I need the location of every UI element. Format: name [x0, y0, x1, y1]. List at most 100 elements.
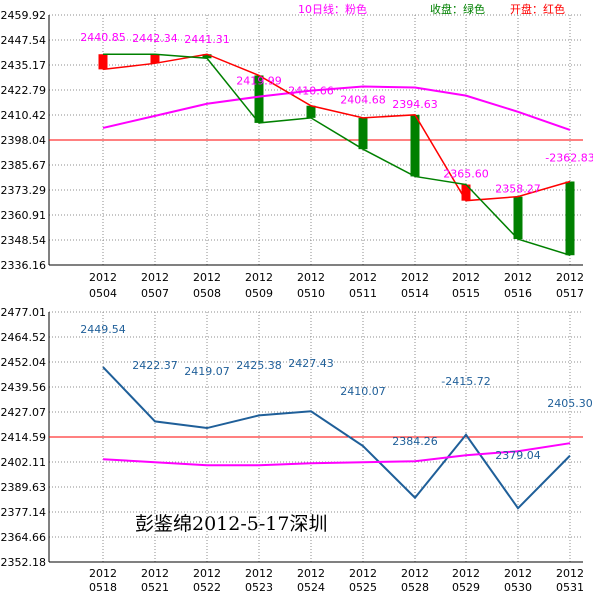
y-tick-label: 2447.54: [1, 34, 47, 47]
data-label: 2419.99: [236, 75, 282, 88]
x-tick-label: 0529: [452, 581, 480, 593]
candle: [410, 114, 420, 177]
open-line: [102, 53, 571, 202]
data-label: 2440.85: [80, 31, 126, 44]
ma10-line: [102, 85, 571, 131]
data-label: 2442.34: [132, 32, 178, 45]
x-tick-label: 2012: [297, 567, 325, 580]
data-label: 2427.43: [288, 357, 334, 370]
y-tick-label: 2422.79: [1, 84, 47, 97]
data-label: -2415.72: [441, 375, 490, 388]
x-tick-label: 0528: [401, 581, 429, 593]
y-tick-label: 2364.66: [1, 531, 47, 544]
x-tick-label: 2012: [452, 271, 480, 284]
y-tick-label: 2389.63: [1, 481, 47, 494]
x-tick-label: 2012: [504, 271, 532, 284]
y-tick-label: 2452.04: [1, 356, 47, 369]
x-tick-label: 0518: [89, 581, 117, 593]
y-tick-label: 2464.52: [1, 331, 47, 344]
legend-close: 收盘：绿色: [430, 2, 485, 16]
y-tick-label: 2373.29: [1, 184, 47, 197]
y-tick-label: 2336.16: [1, 259, 47, 272]
data-label: 2394.63: [392, 98, 438, 111]
x-tick-label: 0515: [452, 287, 480, 300]
y-tick-label: 2360.91: [1, 209, 47, 222]
x-tick-label: 2012: [89, 567, 117, 580]
x-tick-label: 0530: [504, 581, 532, 593]
candle: [150, 54, 160, 64]
y-tick-label: 2352.18: [1, 556, 47, 569]
x-tick-label: 0521: [141, 581, 169, 593]
candle: [461, 184, 471, 201]
data-label: 2419.07: [184, 365, 230, 378]
candle: [513, 196, 523, 240]
x-tick-label: 0516: [504, 287, 532, 300]
x-tick-label: 2012: [452, 567, 480, 580]
candle: [98, 54, 108, 70]
data-label: 2358.27: [495, 183, 541, 196]
x-tick-label: 2012: [193, 271, 221, 284]
x-tick-label: 0522: [193, 581, 221, 593]
y-tick-label: 2477.01: [1, 306, 47, 319]
y-tick-label: 2385.67: [1, 159, 47, 172]
x-tick-label: 2012: [245, 567, 273, 580]
data-label: 2404.68: [340, 94, 386, 107]
x-tick-label: 0525: [349, 581, 377, 593]
data-label: 2449.54: [80, 323, 126, 336]
index-line: [102, 366, 571, 510]
y-tick-label: 2410.42: [1, 109, 47, 122]
x-tick-label: 0517: [556, 287, 584, 300]
candle: [358, 117, 368, 150]
x-tick-label: 2012: [349, 271, 377, 284]
y-tick-label: 2398.04: [1, 134, 47, 147]
x-tick-label: 2012: [193, 567, 221, 580]
data-label: 2425.38: [236, 359, 282, 372]
x-tick-label: 2012: [349, 567, 377, 580]
y-tick-label: 2377.14: [1, 506, 47, 519]
candle: [565, 181, 575, 256]
x-tick-label: 2012: [89, 271, 117, 284]
y-tick-label: 2435.17: [1, 59, 47, 72]
y-tick-label: 2348.54: [1, 234, 47, 247]
x-tick-label: 2012: [297, 271, 325, 284]
x-tick-label: 2012: [401, 271, 429, 284]
y-tick-label: 2414.59: [1, 431, 47, 444]
x-tick-label: 0511: [349, 287, 377, 300]
data-label: 2410.66: [288, 85, 334, 98]
signature: 彭鉴绵2012-5-17深圳: [135, 513, 327, 535]
ma-line: [102, 442, 571, 467]
x-tick-label: 0508: [193, 287, 221, 300]
data-label: 2405.30: [547, 397, 593, 410]
x-tick-label: 2012: [504, 567, 532, 580]
data-label: -2362.83: [545, 151, 593, 164]
data-label: 2410.07: [340, 385, 386, 398]
close-line: [103, 53, 571, 256]
data-label: 2422.37: [132, 359, 178, 372]
x-tick-label: 2012: [141, 271, 169, 284]
y-tick-label: 2459.92: [1, 9, 47, 22]
x-tick-label: 0507: [141, 287, 169, 300]
data-label: 2379.04: [495, 449, 541, 462]
y-tick-label: 2402.11: [1, 456, 47, 469]
legend-ma10: 10日线：粉色: [298, 2, 367, 16]
y-tick-label: 2427.07: [1, 406, 47, 419]
x-tick-label: 0523: [245, 581, 273, 593]
x-tick-label: 2012: [141, 567, 169, 580]
x-tick-label: 0510: [297, 287, 325, 300]
candle: [306, 105, 316, 118]
x-tick-label: 2012: [556, 567, 584, 580]
data-label: 2441.31: [184, 33, 230, 46]
x-tick-label: 0504: [89, 287, 117, 300]
x-tick-label: 0509: [245, 287, 273, 300]
x-tick-label: 0531: [556, 581, 584, 593]
x-tick-label: 2012: [556, 271, 584, 284]
candle: [202, 54, 212, 59]
data-label: 2365.60: [443, 167, 489, 180]
candle: [254, 75, 264, 123]
y-tick-label: 2439.56: [1, 381, 47, 394]
x-tick-label: 2012: [245, 271, 273, 284]
x-tick-label: 0524: [297, 581, 325, 593]
x-tick-label: 0514: [401, 287, 429, 300]
x-tick-label: 2012: [401, 567, 429, 580]
